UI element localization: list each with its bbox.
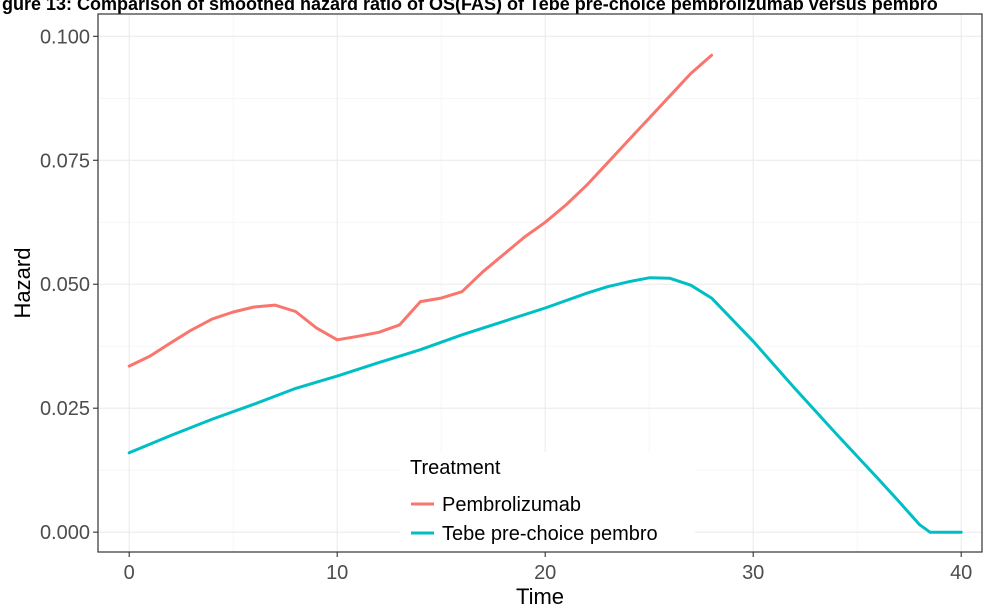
series-line-1 xyxy=(127,53,714,368)
legend-label-1: Pembrolizumab xyxy=(442,494,581,516)
x-tick-label: 20 xyxy=(534,562,556,584)
y-tick-label: 0.050 xyxy=(40,274,90,296)
x-tick-label: 0 xyxy=(124,562,135,584)
y-axis-title: Hazard xyxy=(10,248,35,319)
y-tick-label: 0.075 xyxy=(40,150,90,172)
x-tick-label: 10 xyxy=(326,562,348,584)
legend-background xyxy=(400,452,695,552)
legend-label-2: Tebe pre-choice pembro xyxy=(442,523,658,545)
y-tick-label: 0.100 xyxy=(40,26,90,48)
series-layer xyxy=(127,53,963,534)
series-line-2 xyxy=(127,276,963,534)
y-tick-label: 0.000 xyxy=(40,522,90,544)
x-tick-label: 40 xyxy=(950,562,972,584)
legend: Treatment Pembrolizumab Tebe pre-choice p… xyxy=(410,457,658,545)
x-axis-title: Time xyxy=(516,584,564,609)
panel-border xyxy=(97,13,983,553)
axes: 0 10 20 30 40 0.000 0.025 0.050 0.075 0.100 xyxy=(40,26,972,584)
figure-caption: gure 13: Comparison of smoothed hazard r… xyxy=(2,0,938,14)
legend-title: Treatment xyxy=(410,457,501,479)
y-tick-label: 0.025 xyxy=(40,398,90,420)
x-tick-label: 30 xyxy=(742,562,764,584)
